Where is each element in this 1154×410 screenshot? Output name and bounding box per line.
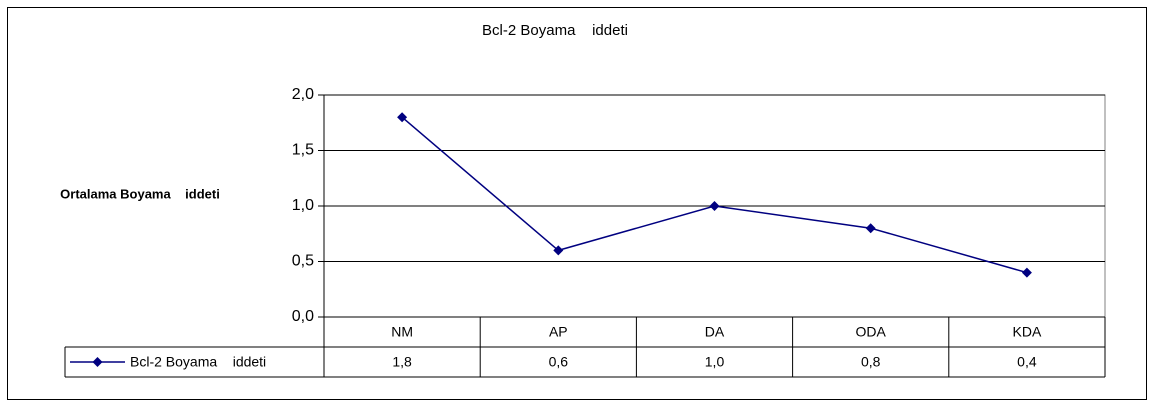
marker (709, 201, 720, 211)
cell-value: 0,6 (549, 354, 569, 370)
cell-value: 1,0 (705, 354, 725, 370)
marker (553, 245, 564, 256)
cell-value: 0,8 (861, 354, 881, 370)
y-axis-label: Ortalama Boyama iddeti (60, 186, 220, 201)
marker (865, 223, 876, 234)
x-tick-label: AP (549, 324, 568, 340)
x-tick-label: KDA (1013, 324, 1042, 340)
marker (1021, 267, 1032, 278)
y-tick-label: 1,5 (292, 142, 314, 159)
y-tick-label: 1,0 (292, 197, 314, 214)
legend-marker (92, 357, 103, 367)
marker (397, 112, 408, 123)
legend-label: Bcl-2 Boyama iddeti (130, 354, 266, 370)
x-tick-label: NM (391, 324, 413, 340)
y-tick-label: 2,0 (292, 86, 314, 103)
x-tick-label: ODA (856, 324, 887, 340)
y-tick-label: 0,0 (292, 308, 314, 325)
cell-value: 1,8 (392, 354, 412, 370)
x-tick-label: DA (705, 324, 725, 340)
cell-value: 0,4 (1017, 354, 1037, 370)
y-tick-label: 0,5 (292, 253, 314, 270)
chart-title: Bcl-2 Boyama iddeti (482, 22, 628, 39)
